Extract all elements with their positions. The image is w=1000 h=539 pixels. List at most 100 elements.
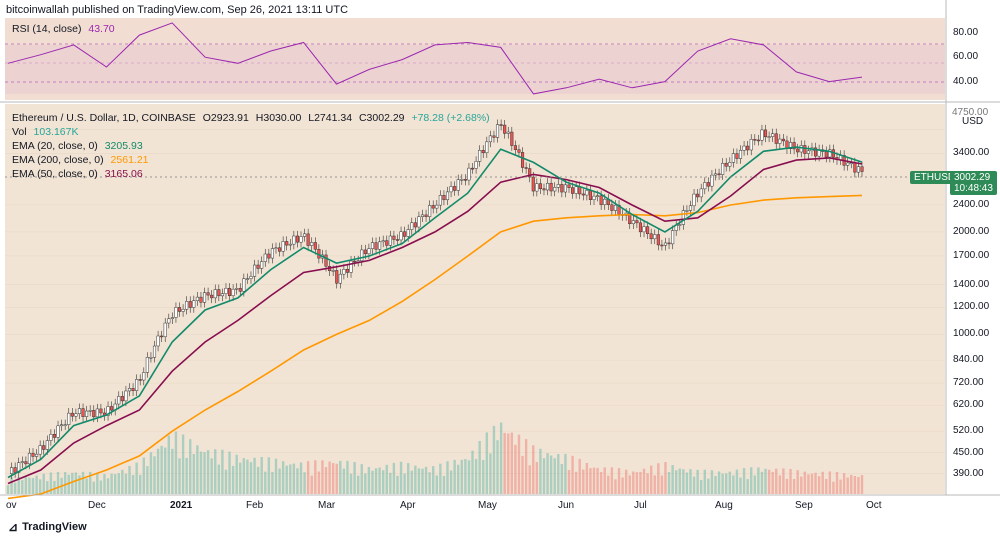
- candle-body: [717, 173, 721, 176]
- volume-bar: [189, 439, 192, 494]
- candle-body: [538, 183, 542, 189]
- candle-body: [10, 467, 14, 474]
- candle-body: [99, 408, 103, 414]
- candle-body: [202, 292, 207, 303]
- candle-body: [681, 210, 685, 225]
- candle-body: [774, 133, 778, 144]
- volume-bar: [471, 450, 474, 494]
- volume-bars: [6, 422, 864, 494]
- candle-body: [792, 142, 796, 150]
- candle-body: [563, 184, 567, 193]
- candle-body: [338, 273, 342, 284]
- candle-body: [60, 424, 64, 427]
- volume-bar: [274, 458, 278, 494]
- rsi-line: [7, 22, 863, 95]
- volume-bar: [767, 469, 771, 494]
- ema50-legend[interactable]: EMA (50, close, 0) 3165.06: [12, 168, 143, 180]
- volume-bar: [817, 476, 821, 494]
- candle-body: [828, 149, 832, 158]
- candle-body: [253, 264, 257, 277]
- volume-bar: [635, 472, 639, 494]
- volume-bar: [453, 459, 456, 494]
- symbol-title[interactable]: Ethereum / U.S. Dollar, 1D, COINBASE: [12, 112, 196, 124]
- volume-bar: [396, 475, 399, 494]
- candle-body: [742, 145, 746, 151]
- volume-bar: [256, 466, 260, 494]
- volume-bar: [457, 464, 460, 494]
- volume-bar: [853, 476, 857, 494]
- candle-body: [45, 440, 49, 450]
- candle-body: [410, 222, 414, 230]
- candle-body: [788, 142, 793, 149]
- volume-bar: [342, 468, 346, 494]
- volume-bar: [371, 470, 374, 494]
- volume-bar: [732, 475, 735, 494]
- candle-body: [488, 135, 492, 143]
- candle-body: [510, 131, 514, 146]
- volume-bar: [642, 468, 646, 494]
- volume-bar: [146, 466, 149, 494]
- volume-bar: [228, 451, 231, 494]
- volume-bar: [85, 478, 88, 494]
- volume-bar: [124, 473, 128, 494]
- ema200-line: [7, 194, 863, 500]
- candle-body: [299, 236, 303, 243]
- ema200-legend[interactable]: EMA (200, close, 0) 2561.21: [12, 154, 149, 166]
- volume-bar: [796, 470, 799, 494]
- candle-body: [638, 222, 643, 233]
- volume-bar: [346, 460, 349, 494]
- candle-body: [303, 233, 307, 237]
- candle-body: [671, 230, 675, 245]
- candle-body: [499, 124, 503, 126]
- volume-bar: [653, 475, 656, 494]
- candle-body: [63, 424, 67, 426]
- volume-bar: [571, 455, 574, 494]
- time-axis-tick: Apr: [400, 500, 416, 511]
- candle-body: [424, 214, 428, 217]
- volume-bar: [739, 477, 742, 494]
- candle-body: [653, 234, 657, 240]
- volume-bar: [378, 467, 381, 494]
- candle-body: [799, 145, 803, 153]
- volume-bar: [267, 457, 271, 494]
- volume-bar: [532, 445, 535, 494]
- volume-bar: [771, 471, 774, 494]
- candle-body: [685, 210, 689, 212]
- ema20-legend[interactable]: EMA (20, close, 0) 3205.93: [12, 140, 143, 152]
- volume-bar: [171, 448, 174, 494]
- candle-body: [313, 242, 317, 250]
- candle-body: [353, 260, 357, 263]
- ohlc-change: +78.28 (+2.68%): [411, 112, 490, 124]
- candle-body: [824, 151, 828, 158]
- volume-bar: [499, 422, 503, 494]
- tradingview-logo[interactable]: ⊿ TradingView: [8, 520, 87, 534]
- volume-bar: [778, 475, 782, 494]
- volume-bar: [403, 473, 406, 494]
- volume-bar: [553, 458, 556, 494]
- symbol-legend: Ethereum / U.S. Dollar, 1D, COINBASE O29…: [12, 112, 490, 124]
- candle-body: [185, 301, 189, 310]
- volume-bar: [707, 478, 710, 494]
- volume-bar: [514, 444, 517, 494]
- candle-body: [149, 357, 153, 359]
- volume-bar: [299, 462, 303, 494]
- volume-bar: [678, 468, 681, 494]
- volume-bar: [728, 471, 731, 494]
- candle-body: [753, 139, 757, 141]
- price-axis-tick: 620.00: [953, 399, 984, 411]
- candle-body: [395, 239, 400, 241]
- candle-body: [524, 167, 528, 169]
- volume-bar: [832, 481, 835, 494]
- ohlc-high: H3030.00: [255, 112, 302, 124]
- candle-body: [392, 235, 396, 240]
- volume-bar: [503, 432, 506, 494]
- volume-bar: [446, 461, 449, 494]
- volume-bar: [153, 456, 156, 494]
- volume-bar: [449, 470, 453, 494]
- volume-bar: [424, 466, 428, 494]
- volume-bar: [667, 472, 671, 494]
- candle-body: [152, 345, 157, 358]
- volume-bar: [149, 452, 153, 494]
- candle-body: [456, 179, 460, 191]
- candle-body: [646, 226, 650, 235]
